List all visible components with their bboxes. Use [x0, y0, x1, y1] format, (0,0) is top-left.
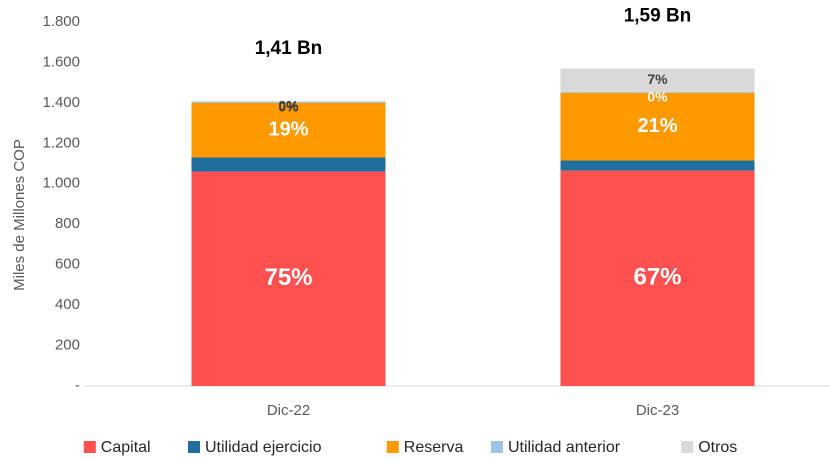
legend-swatch [83, 441, 96, 453]
bar-segment [191, 100, 386, 102]
legend-label: Utilidad ejercicio [205, 439, 322, 456]
segment-label: 19% [268, 118, 308, 140]
legend-label: Utilidad anterior [508, 439, 621, 456]
legend-swatch [681, 441, 694, 453]
legend-swatch [491, 441, 503, 453]
y-tick-label: 1.000 [42, 175, 80, 192]
y-tick-label: - [75, 377, 80, 394]
legend-label: Capital [101, 439, 151, 456]
segment-label: 0% [278, 98, 299, 114]
x-tick-label: Dic-23 [636, 402, 679, 419]
y-tick-label: 600 [55, 256, 80, 273]
y-tick-label: 1.600 [42, 53, 80, 70]
segment-label: 21% [637, 115, 677, 137]
bar-segment [560, 91, 755, 93]
total-label: 1,41 Bn [255, 38, 323, 59]
bar-segment [191, 101, 386, 103]
segment-label: 7% [647, 71, 668, 87]
y-axis-label: Miles de Millones COP [11, 139, 28, 291]
y-tick-label: 1.400 [42, 94, 80, 111]
bar-segment [191, 102, 386, 158]
segment-label: 67% [633, 264, 681, 291]
segment-label: 75% [264, 264, 312, 291]
legend-swatch [188, 441, 200, 453]
y-tick-label: 800 [55, 215, 80, 232]
bar-segment [560, 68, 755, 92]
legend-swatch [386, 441, 399, 453]
segment-label: 0% [647, 88, 668, 104]
segment-label: 0% [278, 99, 299, 115]
bar-segment [191, 157, 386, 172]
x-tick-label: Dic-22 [267, 402, 310, 419]
y-tick-label: 400 [55, 296, 80, 313]
legend-label: Otros [698, 439, 737, 456]
bar-segment [560, 92, 755, 161]
legend-label: Reserva [404, 439, 464, 456]
total-label: 1,59 Bn [624, 6, 692, 27]
bar-segment [560, 170, 755, 386]
y-tick-label: 1.200 [42, 134, 80, 151]
y-tick-label: 200 [55, 337, 80, 354]
y-tick-label: 1.800 [42, 13, 80, 30]
bar-segment [191, 171, 386, 386]
bar-segment [560, 160, 755, 171]
